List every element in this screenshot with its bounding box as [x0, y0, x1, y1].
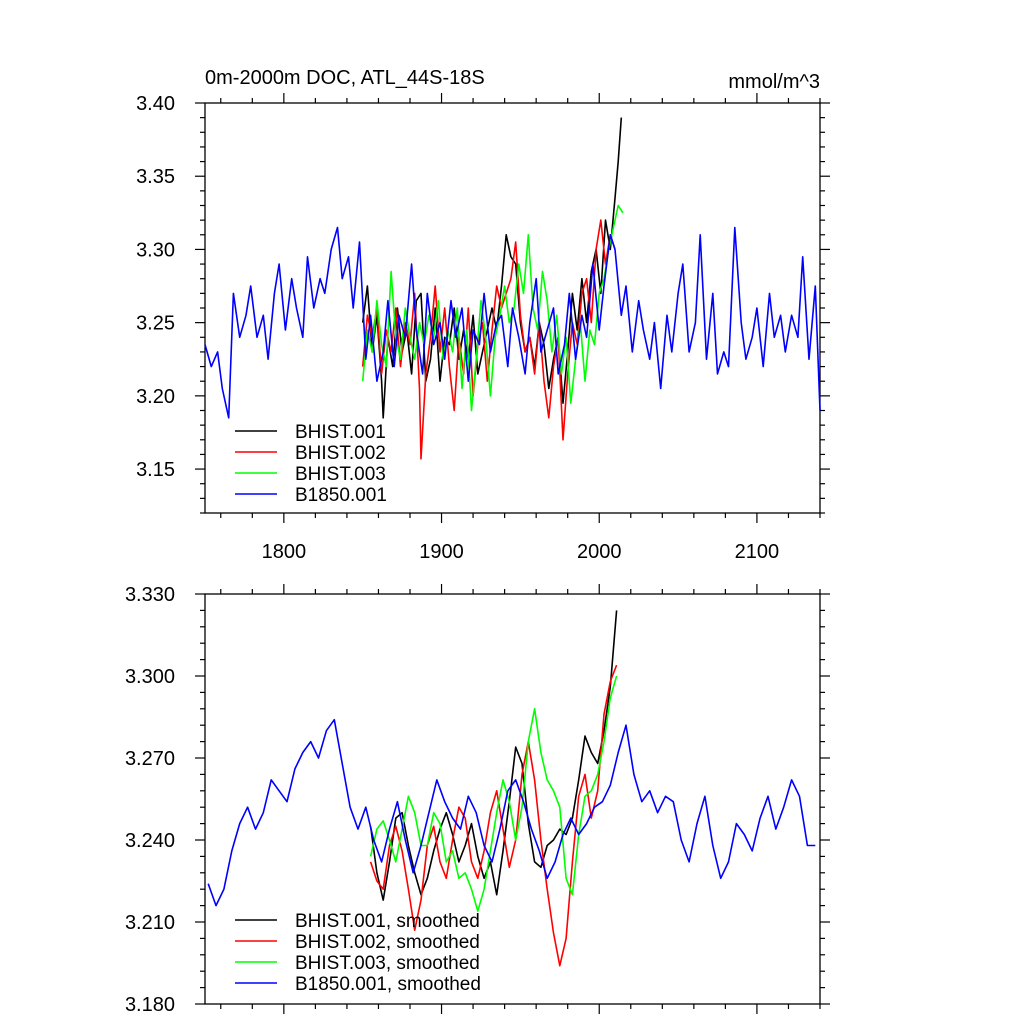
series-line: [369, 610, 618, 901]
panel-1-ticks: 1800 1900 2000 2100 3.15 3.20 3.25 3.30 3.35 3.40: [136, 93, 830, 563]
x-tick-label: 2100: [735, 541, 780, 563]
x-tick-label: 2000: [577, 541, 622, 563]
y-tick-label: 3.210: [125, 912, 175, 934]
y-tick-label: 3.270: [125, 748, 175, 770]
y-tick-label: 3.25: [136, 313, 175, 335]
y-tick-label: 3.330: [125, 584, 175, 606]
y-tick-label: 3.240: [125, 830, 175, 852]
panel-1-units: mmol/m^3: [728, 71, 820, 93]
legend-label: BHIST.003, smoothed: [295, 953, 480, 974]
x-tick-label: 1800: [262, 541, 307, 563]
y-tick-label: 3.35: [136, 166, 175, 188]
panel-1-title: 0m-2000m DOC, ATL_44S-18S: [205, 67, 485, 89]
legend-label: BHIST.002, smoothed: [295, 932, 480, 953]
series-line: [204, 226, 821, 419]
legend-label: BHIST.001, smoothed: [295, 911, 480, 932]
panel-2-plot: 3.180 3.210 3.240 3.270 3.300 3.330 BHIST.001…: [125, 584, 830, 1016]
y-tick-label: 3.15: [136, 459, 175, 481]
panel-2-frame: [204, 593, 821, 1005]
legend-label: BHIST.001: [295, 422, 386, 443]
y-tick-label: 3.40: [136, 93, 175, 115]
y-tick-label: 3.20: [136, 386, 175, 408]
series-line: [207, 718, 816, 907]
y-tick-label: 3.300: [125, 666, 175, 688]
legend-label: B1850.001, smoothed: [295, 974, 481, 995]
panel-1-plot: 1800 1900 2000 2100 3.15 3.20 3.25 3.30 3.35 3.40…: [136, 93, 830, 563]
legend-label: BHIST.002: [295, 443, 386, 464]
panel-2-ticks: 3.180 3.210 3.240 3.270 3.300 3.330: [125, 584, 830, 1016]
panel-1-series: [204, 117, 821, 460]
y-tick-label: 3.180: [125, 994, 175, 1016]
legend-label: BHIST.003: [295, 464, 386, 485]
series-line: [369, 675, 618, 912]
x-tick-label: 1900: [419, 541, 464, 563]
legend-label: B1850.001: [295, 485, 387, 506]
panel-2-series: [207, 610, 816, 967]
y-tick-label: 3.30: [136, 239, 175, 261]
